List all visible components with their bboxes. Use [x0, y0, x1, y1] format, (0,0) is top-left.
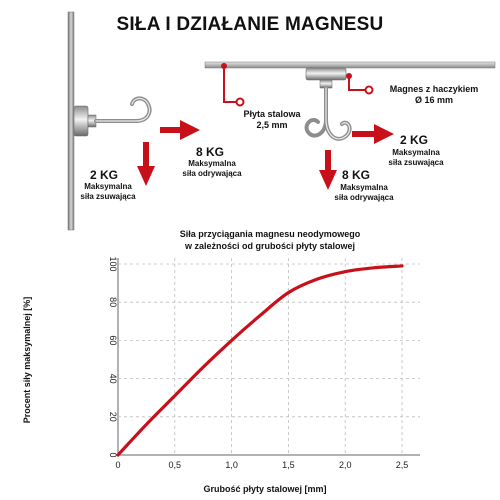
- y-tick-label: 60: [108, 335, 118, 345]
- chart-area: 0 0,5 1,0 1,5 2,0 2,5 0 20 40 60 80 100: [108, 256, 420, 470]
- plate-caption: Płyta stalowa 2,5 mm: [243, 109, 301, 130]
- magnet-caption: Magnes z haczykiem Ø 16 mm: [389, 84, 479, 105]
- x-tick-label: 0,5: [169, 460, 182, 470]
- wall-hook-icon: [94, 96, 152, 123]
- wall-pull-arrow-icon: [160, 120, 200, 140]
- x-tick-label: 0: [115, 460, 120, 470]
- ceiling-pull-value: 8 KG: [342, 168, 371, 182]
- ceiling-magnet: [304, 67, 352, 141]
- y-tick-label: 100: [108, 256, 118, 271]
- y-tick-label: 80: [108, 297, 118, 307]
- x-tick-label: 1,5: [282, 460, 295, 470]
- chart-x-axis-label: Grubość płyty stalowej [mm]: [203, 484, 327, 494]
- ceiling-shear-caption: Maksymalna siła zsuwająca: [388, 148, 444, 167]
- wall-pull-caption: Maksymalna siła odrywająca: [182, 159, 242, 178]
- y-tick-label: 20: [108, 412, 118, 422]
- ceiling-steel-plate: [204, 61, 496, 69]
- y-tick-label: 0: [108, 452, 118, 457]
- plate-leader-line: [221, 63, 245, 107]
- ceiling-shear-value: 2 KG: [400, 133, 429, 147]
- page-title: SIŁA I DZIAŁANIE MAGNESU: [116, 14, 384, 35]
- series-line: [116, 264, 404, 457]
- wall-shear-caption: Maksymalna siła zsuwająca: [80, 182, 136, 201]
- ceiling-pull-arrow-icon: [319, 150, 337, 190]
- ceiling-pull-caption: Maksymalna siła odrywająca: [334, 183, 394, 202]
- x-tick-label: 2,5: [396, 460, 409, 470]
- magnet-leader-line: [346, 73, 374, 95]
- chart-y-axis-label: Procent siły maksymalnej [%]: [22, 296, 32, 424]
- x-tick-label: 1,0: [225, 460, 238, 470]
- wall-shear-value: 2 KG: [90, 168, 119, 182]
- wall-pull-value: 8 KG: [196, 145, 225, 159]
- x-tick-label: 2,0: [339, 460, 352, 470]
- y-tick-label: 40: [108, 374, 118, 384]
- wall-shear-arrow-icon: [137, 142, 155, 186]
- chart-title: Siła przyciągania magnesu neodymowego w z…: [179, 229, 361, 251]
- ceiling-shear-arrow-icon: [352, 124, 394, 144]
- wall-magnet: [73, 96, 152, 137]
